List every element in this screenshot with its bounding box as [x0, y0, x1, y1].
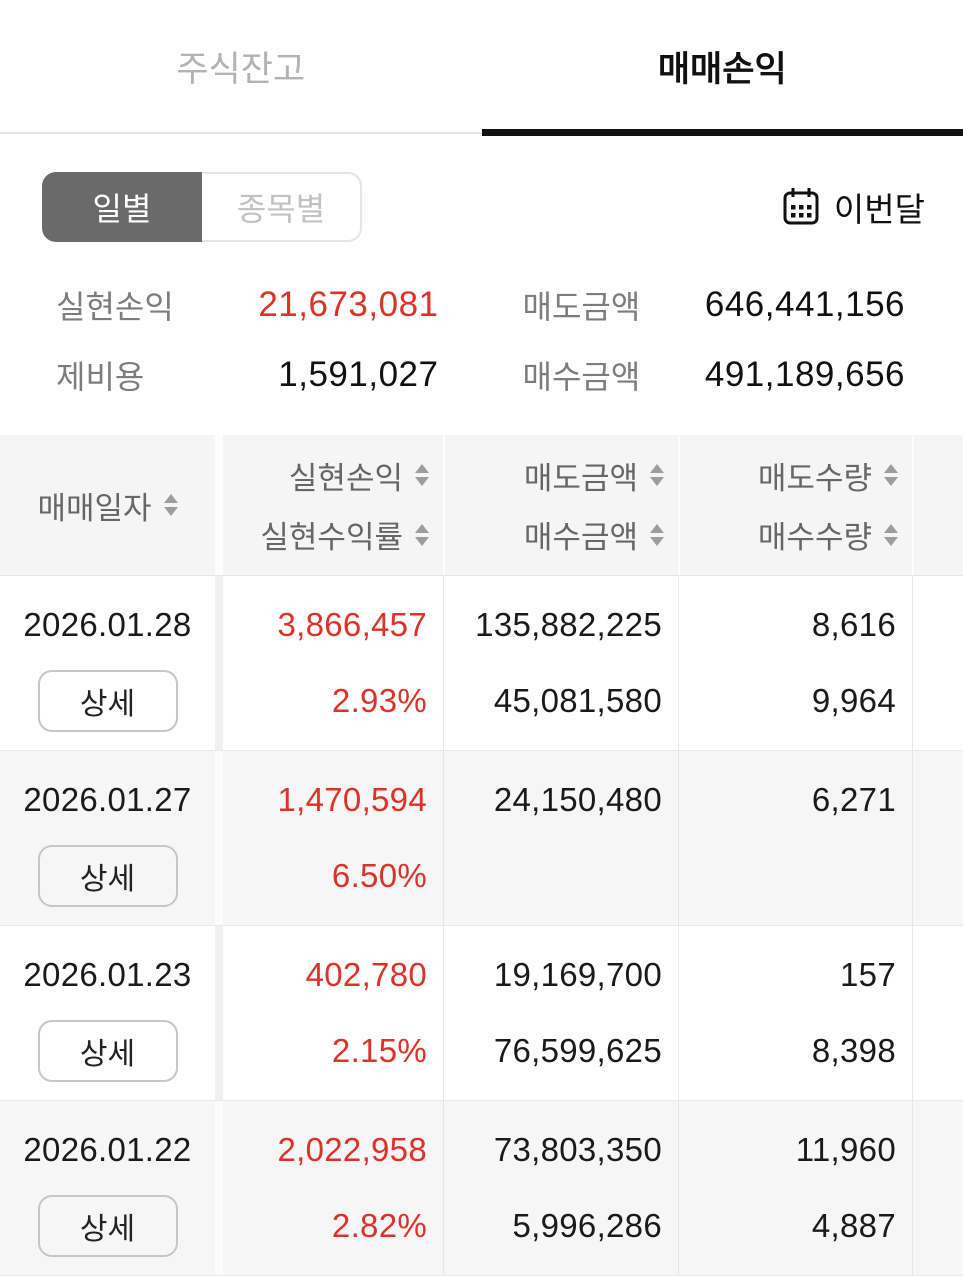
- header-trade-date-label: 매매일자: [37, 490, 152, 526]
- row-spacer: [912, 1101, 963, 1275]
- sort-icon: [650, 464, 664, 487]
- toggle-daily-label: 일별: [92, 191, 152, 227]
- sell-qty-cell: 11,960: [795, 1130, 896, 1168]
- realized-return-cell: 2.82%: [331, 1207, 427, 1245]
- toggle-by-stock[interactable]: 종목별: [202, 172, 362, 242]
- sort-icon: [650, 523, 664, 546]
- sort-icon: [884, 464, 898, 487]
- expenses-label: 제비용: [56, 359, 145, 395]
- column-divider: [215, 926, 223, 1100]
- detail-button[interactable]: 상세: [37, 670, 178, 733]
- header-spacer: [912, 435, 963, 575]
- detail-button[interactable]: 상세: [37, 1020, 178, 1083]
- header-realized-return[interactable]: 실현수익률: [223, 508, 443, 562]
- view-toggle: 일별 종목별: [42, 172, 362, 242]
- table-row: 2026.01.28 상세 3,866,457 2.93% 135,882,22…: [0, 576, 963, 751]
- sell-qty-cell: 8,616: [811, 605, 896, 643]
- buy-amount-label: 매수금액: [522, 359, 641, 395]
- sort-icon: [163, 494, 178, 516]
- header-trade-date[interactable]: 매매일자: [0, 435, 215, 575]
- sort-icon: [415, 523, 429, 546]
- period-selector[interactable]: 이번달: [782, 183, 925, 231]
- buy-amount-cell: 5,996,286: [512, 1207, 662, 1245]
- buy-qty-cell: 4,887: [811, 1207, 896, 1245]
- column-divider: [215, 751, 223, 925]
- tab-stock-balance[interactable]: 주식잔고: [0, 0, 482, 132]
- row-spacer: [912, 926, 963, 1100]
- sell-amount-cell: 24,150,480: [493, 780, 662, 818]
- column-divider: [215, 1101, 223, 1275]
- realized-return-cell: 2.15%: [331, 1032, 427, 1070]
- sell-amount-cell: 135,882,225: [475, 605, 662, 643]
- table-row: 2026.01.23 상세 402,780 2.15% 19,169,700 7…: [0, 926, 963, 1101]
- buy-amount-cell: 76,599,625: [493, 1032, 662, 1070]
- buy-qty-cell: 9,964: [811, 682, 896, 720]
- realized-return-cell: 6.50%: [331, 857, 427, 895]
- filter-row: 일별 종목별 이번달: [42, 172, 925, 242]
- expenses-value: 1,591,027: [278, 355, 439, 394]
- header-quantities: 매도수량 매수수량: [678, 435, 912, 575]
- buy-qty-cell: 8,398: [811, 1032, 896, 1070]
- realized-profit-cell: 1,470,594: [277, 780, 427, 818]
- sell-amount-value: 646,441,156: [704, 285, 905, 324]
- column-divider: [215, 435, 223, 575]
- detail-button[interactable]: 상세: [37, 1195, 178, 1258]
- sell-amount-label: 매도금액: [522, 289, 641, 325]
- realized-profit-cell: 2,022,958: [277, 1130, 427, 1168]
- summary-panel: 실현손익 21,673,081 매도금액 646,441,156 제비용 1,5…: [56, 270, 905, 410]
- realized-profit-cell: 3,866,457: [277, 605, 427, 643]
- table-row: 2026.01.27 상세 1,470,594 6.50% 24,150,480…: [0, 751, 963, 926]
- realized-profit-cell: 402,780: [305, 955, 427, 993]
- trade-date: 2026.01.22: [23, 1130, 192, 1168]
- realized-profit-label: 실현손익: [56, 289, 174, 325]
- buy-amount-cell: [444, 840, 678, 912]
- header-buy-amount[interactable]: 매수금액: [445, 508, 678, 562]
- top-tab-bar: 주식잔고 매매손익: [0, 0, 963, 136]
- trade-date: 2026.01.23: [23, 955, 192, 993]
- sell-amount-cell: 73,803,350: [493, 1130, 662, 1168]
- header-profit: 실현손익 실현수익률: [223, 435, 443, 575]
- sort-icon: [884, 523, 898, 546]
- realized-return-cell: 2.93%: [331, 682, 427, 720]
- detail-button[interactable]: 상세: [37, 845, 178, 908]
- header-amounts: 매도금액 매수금액: [443, 435, 678, 575]
- tab-stock-balance-label: 주식잔고: [176, 49, 306, 89]
- trade-date: 2026.01.28: [23, 605, 192, 643]
- sell-qty-cell: 157: [840, 955, 896, 993]
- period-label: 이번달: [833, 191, 925, 228]
- row-spacer: [912, 751, 963, 925]
- table-header: 매매일자 실현손익 실현수익률 매도금액 매수금액: [0, 435, 963, 576]
- trade-date: 2026.01.27: [23, 780, 192, 818]
- realized-profit-value: 21,673,081: [258, 285, 439, 324]
- header-sell-qty[interactable]: 매도수량: [680, 448, 912, 502]
- sell-qty-cell: 6,271: [811, 780, 896, 818]
- tab-trading-profit-label: 매매손익: [657, 49, 787, 89]
- sort-icon: [415, 464, 429, 487]
- toggle-by-stock-label: 종목별: [236, 191, 326, 227]
- trade-table: 매매일자 실현손익 실현수익률 매도금액 매수금액: [0, 435, 963, 1276]
- table-row: 2026.01.22 상세 2,022,958 2.82% 73,803,350…: [0, 1101, 963, 1276]
- toggle-daily[interactable]: 일별: [42, 172, 202, 242]
- header-realized-profit[interactable]: 실현손익: [223, 448, 443, 502]
- header-buy-qty[interactable]: 매수수량: [680, 508, 912, 562]
- buy-qty-cell: [679, 840, 912, 912]
- buy-amount-value: 491,189,656: [704, 355, 905, 394]
- row-spacer: [912, 576, 963, 750]
- column-divider: [215, 576, 223, 750]
- calendar-icon: [782, 187, 820, 227]
- header-sell-amount[interactable]: 매도금액: [445, 448, 678, 502]
- buy-amount-cell: 45,081,580: [493, 682, 662, 720]
- sell-amount-cell: 19,169,700: [493, 955, 662, 993]
- tab-trading-profit[interactable]: 매매손익: [481, 0, 963, 136]
